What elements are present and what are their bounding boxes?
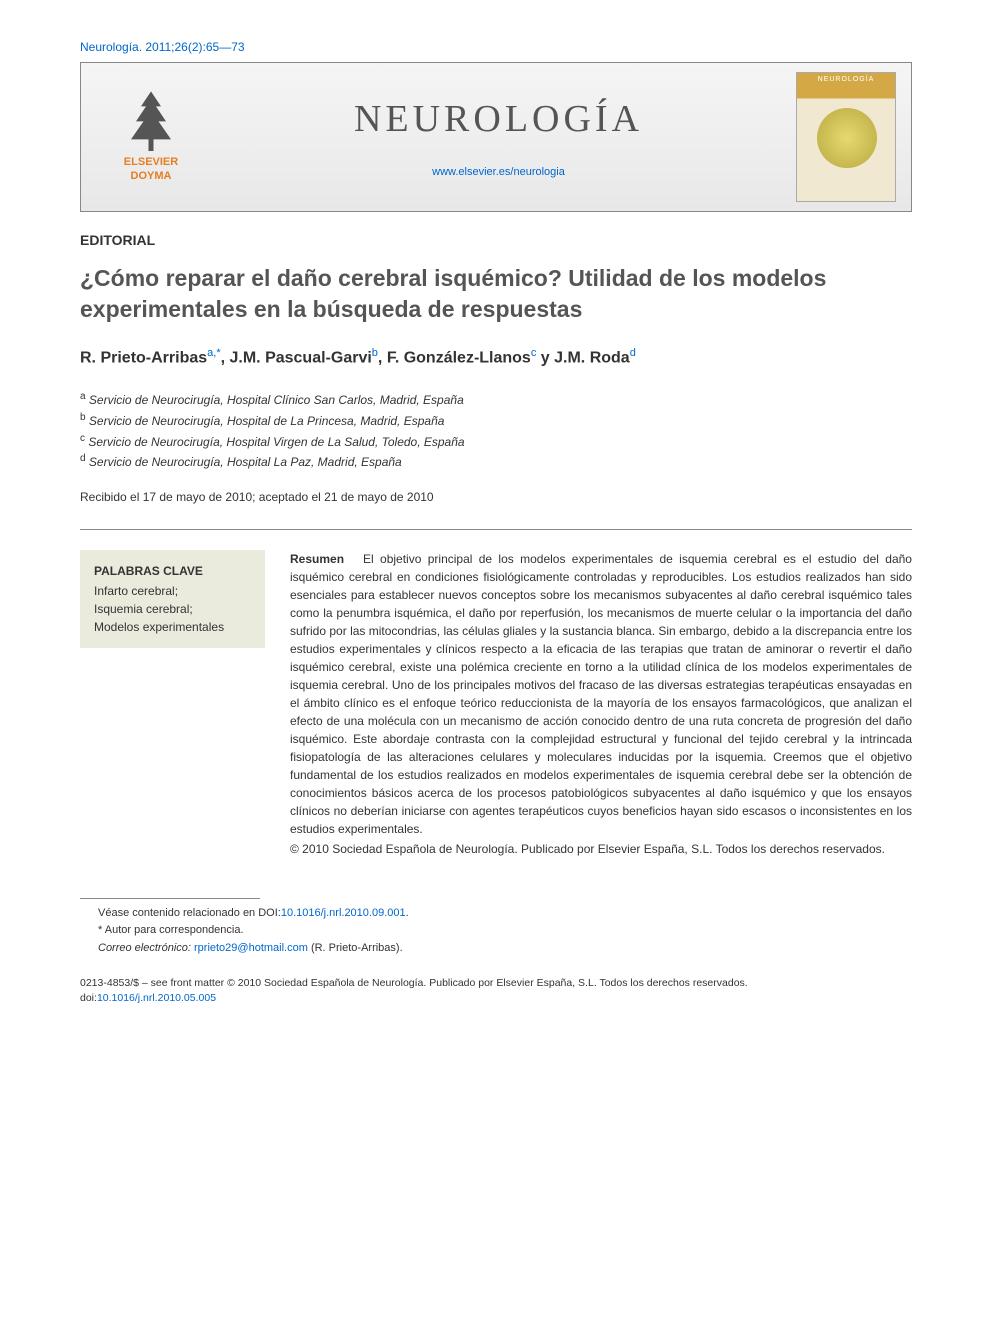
author-1: R. Prieto-Arribas [80,349,207,366]
related-doi-link[interactable]: 10.1016/j.nrl.2010.09.001 [281,907,406,919]
journal-title: NEUROLOGÍA [201,97,796,141]
abstract-label: Resumen [290,552,344,566]
affiliation-b: b Servicio de Neurocirugía, Hospital de … [80,410,912,431]
affiliation-a: a Servicio de Neurocirugía, Hospital Clí… [80,389,912,410]
journal-cover-thumbnail: NEUROLOGÍA [796,72,896,202]
cover-label: NEUROLOGÍA [797,73,895,83]
affiliation-d: d Servicio de Neurocirugía, Hospital La … [80,451,912,472]
keywords-box: PALABRAS CLAVE Infarto cerebral; Isquemi… [80,550,265,648]
article-dates: Recibido el 17 de mayo de 2010; aceptado… [80,490,912,504]
journal-header: ELSEVIER DOYMA NEUROLOGÍA www.elsevier.e… [80,62,912,212]
footnotes-separator [80,898,260,899]
cover-art-icon [817,108,877,168]
author-2: J.M. Pascual-Garvi [230,349,372,366]
affiliations: a Servicio de Neurocirugía, Hospital Clí… [80,389,912,471]
publisher-line2: DOYMA [131,170,172,182]
author-1-affil: a,* [207,347,220,359]
footnotes: Véase contenido relacionado en DOI:10.10… [80,905,912,958]
article-title: ¿Cómo reparar el daño cerebral isquémico… [80,263,912,325]
footer-doi: doi:10.1016/j.nrl.2010.05.005 [80,991,912,1007]
abstract-body: El objetivo principal de los modelos exp… [290,552,912,836]
author-4: J.M. Roda [554,349,630,366]
article-doi-link[interactable]: 10.1016/j.nrl.2010.05.005 [97,992,216,1004]
abstract: Resumen El objetivo principal de los mod… [290,550,912,858]
content-row: PALABRAS CLAVE Infarto cerebral; Isquemi… [80,550,912,858]
footnote-corresponding: * Autor para correspondencia. [80,922,912,940]
publisher-line1: ELSEVIER [124,156,178,168]
author-4-affil: d [630,347,636,359]
abstract-copyright: © 2010 Sociedad Española de Neurología. … [290,840,912,858]
corresponding-email-link[interactable]: rprieto29@hotmail.com [194,942,308,954]
page-footer: 0213-4853/$ – see front matter © 2010 So… [80,976,912,1008]
journal-url[interactable]: www.elsevier.es/neurologia [201,166,796,178]
journal-center: NEUROLOGÍA www.elsevier.es/neurologia [201,97,796,178]
keywords-heading: PALABRAS CLAVE [94,562,251,580]
authors-line: R. Prieto-Arribasa,*, J.M. Pascual-Garvi… [80,347,912,367]
footer-copyright: 0213-4853/$ – see front matter © 2010 So… [80,976,912,992]
keywords-text: Infarto cerebral; Isquemia cerebral; Mod… [94,582,251,636]
conjunction: y [536,349,554,366]
divider [80,529,912,530]
section-label: EDITORIAL [80,232,912,248]
elsevier-tree-icon [126,91,176,151]
footnote-email: Correo electrónico: rprieto29@hotmail.co… [80,940,912,958]
citation: Neurología. 2011;26(2):65—73 [80,40,912,54]
affiliation-c: c Servicio de Neurocirugía, Hospital Vir… [80,431,912,452]
publisher-logo: ELSEVIER DOYMA [101,77,201,197]
footnote-related: Véase contenido relacionado en DOI:10.10… [80,905,912,923]
publisher-name: ELSEVIER DOYMA [124,156,178,182]
author-3: F. González-Llanos [387,349,531,366]
